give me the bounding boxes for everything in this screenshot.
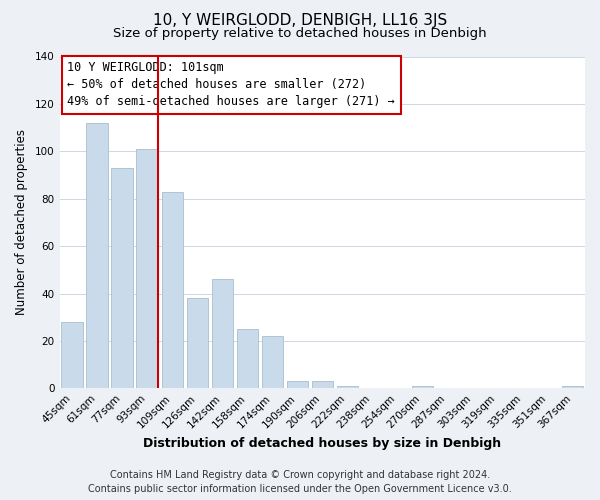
Bar — [61, 322, 83, 388]
Y-axis label: Number of detached properties: Number of detached properties — [15, 130, 28, 316]
Bar — [187, 298, 208, 388]
Bar — [212, 280, 233, 388]
Text: Size of property relative to detached houses in Denbigh: Size of property relative to detached ho… — [113, 28, 487, 40]
Bar — [112, 168, 133, 388]
Text: 10 Y WEIRGLODD: 101sqm
← 50% of detached houses are smaller (272)
49% of semi-de: 10 Y WEIRGLODD: 101sqm ← 50% of detached… — [67, 62, 395, 108]
Bar — [287, 381, 308, 388]
Bar — [136, 149, 158, 388]
X-axis label: Distribution of detached houses by size in Denbigh: Distribution of detached houses by size … — [143, 437, 502, 450]
Bar — [86, 123, 108, 388]
Bar — [562, 386, 583, 388]
Bar — [236, 329, 258, 388]
Bar — [161, 192, 183, 388]
Bar — [412, 386, 433, 388]
Bar — [337, 386, 358, 388]
Bar — [311, 381, 333, 388]
Text: Contains HM Land Registry data © Crown copyright and database right 2024.
Contai: Contains HM Land Registry data © Crown c… — [88, 470, 512, 494]
Bar — [262, 336, 283, 388]
Text: 10, Y WEIRGLODD, DENBIGH, LL16 3JS: 10, Y WEIRGLODD, DENBIGH, LL16 3JS — [153, 12, 447, 28]
